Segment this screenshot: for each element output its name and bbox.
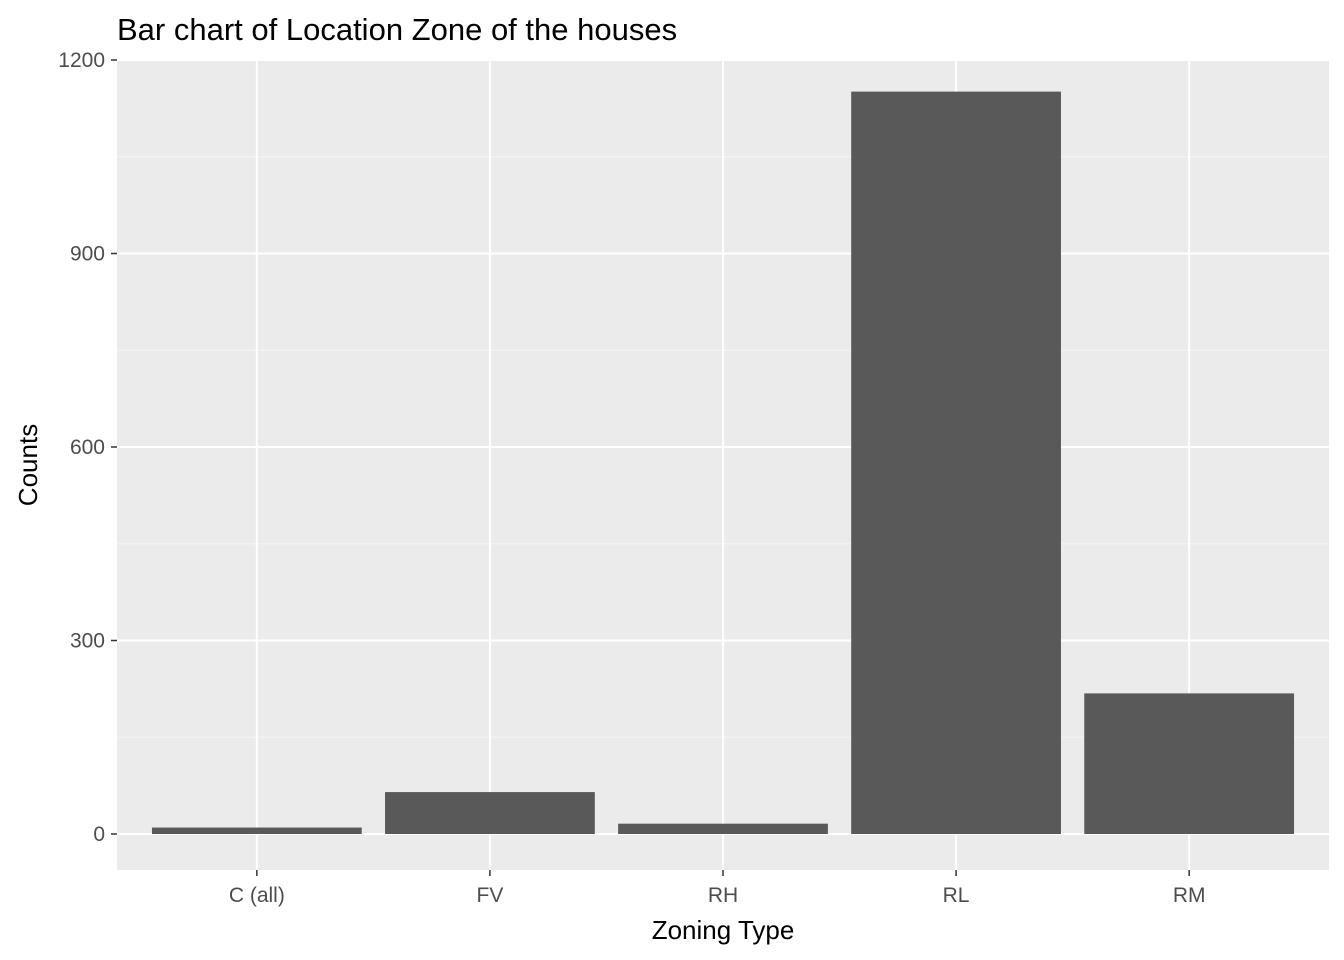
- bar-rm: [1084, 693, 1295, 834]
- bar-fv: [385, 792, 595, 834]
- bar-rh: [618, 823, 828, 834]
- x-axis: C (all) FV RH RL RM: [229, 870, 1206, 907]
- x-axis-title: Zoning Type: [652, 915, 795, 945]
- y-axis: 0 300 600 900 1200: [58, 49, 117, 846]
- major-gridlines: [117, 59, 1329, 870]
- y-tick-label: 1200: [58, 49, 105, 72]
- chart-title: Bar chart of Location Zone of the houses: [117, 12, 677, 47]
- y-tick-label: 600: [70, 436, 105, 459]
- y-tick-label: 300: [70, 630, 105, 653]
- x-tick-label: FV: [477, 884, 504, 907]
- bar-c-all: [151, 827, 362, 834]
- x-tick-label: RM: [1173, 884, 1206, 907]
- bar-rl: [851, 91, 1061, 835]
- x-tick-label: RL: [943, 884, 970, 907]
- x-tick-label: RH: [708, 884, 738, 907]
- y-axis-title: Counts: [13, 424, 43, 506]
- y-tick-label: 0: [93, 823, 105, 846]
- x-tick-label: C (all): [229, 884, 285, 907]
- y-tick-label: 900: [70, 243, 105, 266]
- bars: [151, 91, 1295, 835]
